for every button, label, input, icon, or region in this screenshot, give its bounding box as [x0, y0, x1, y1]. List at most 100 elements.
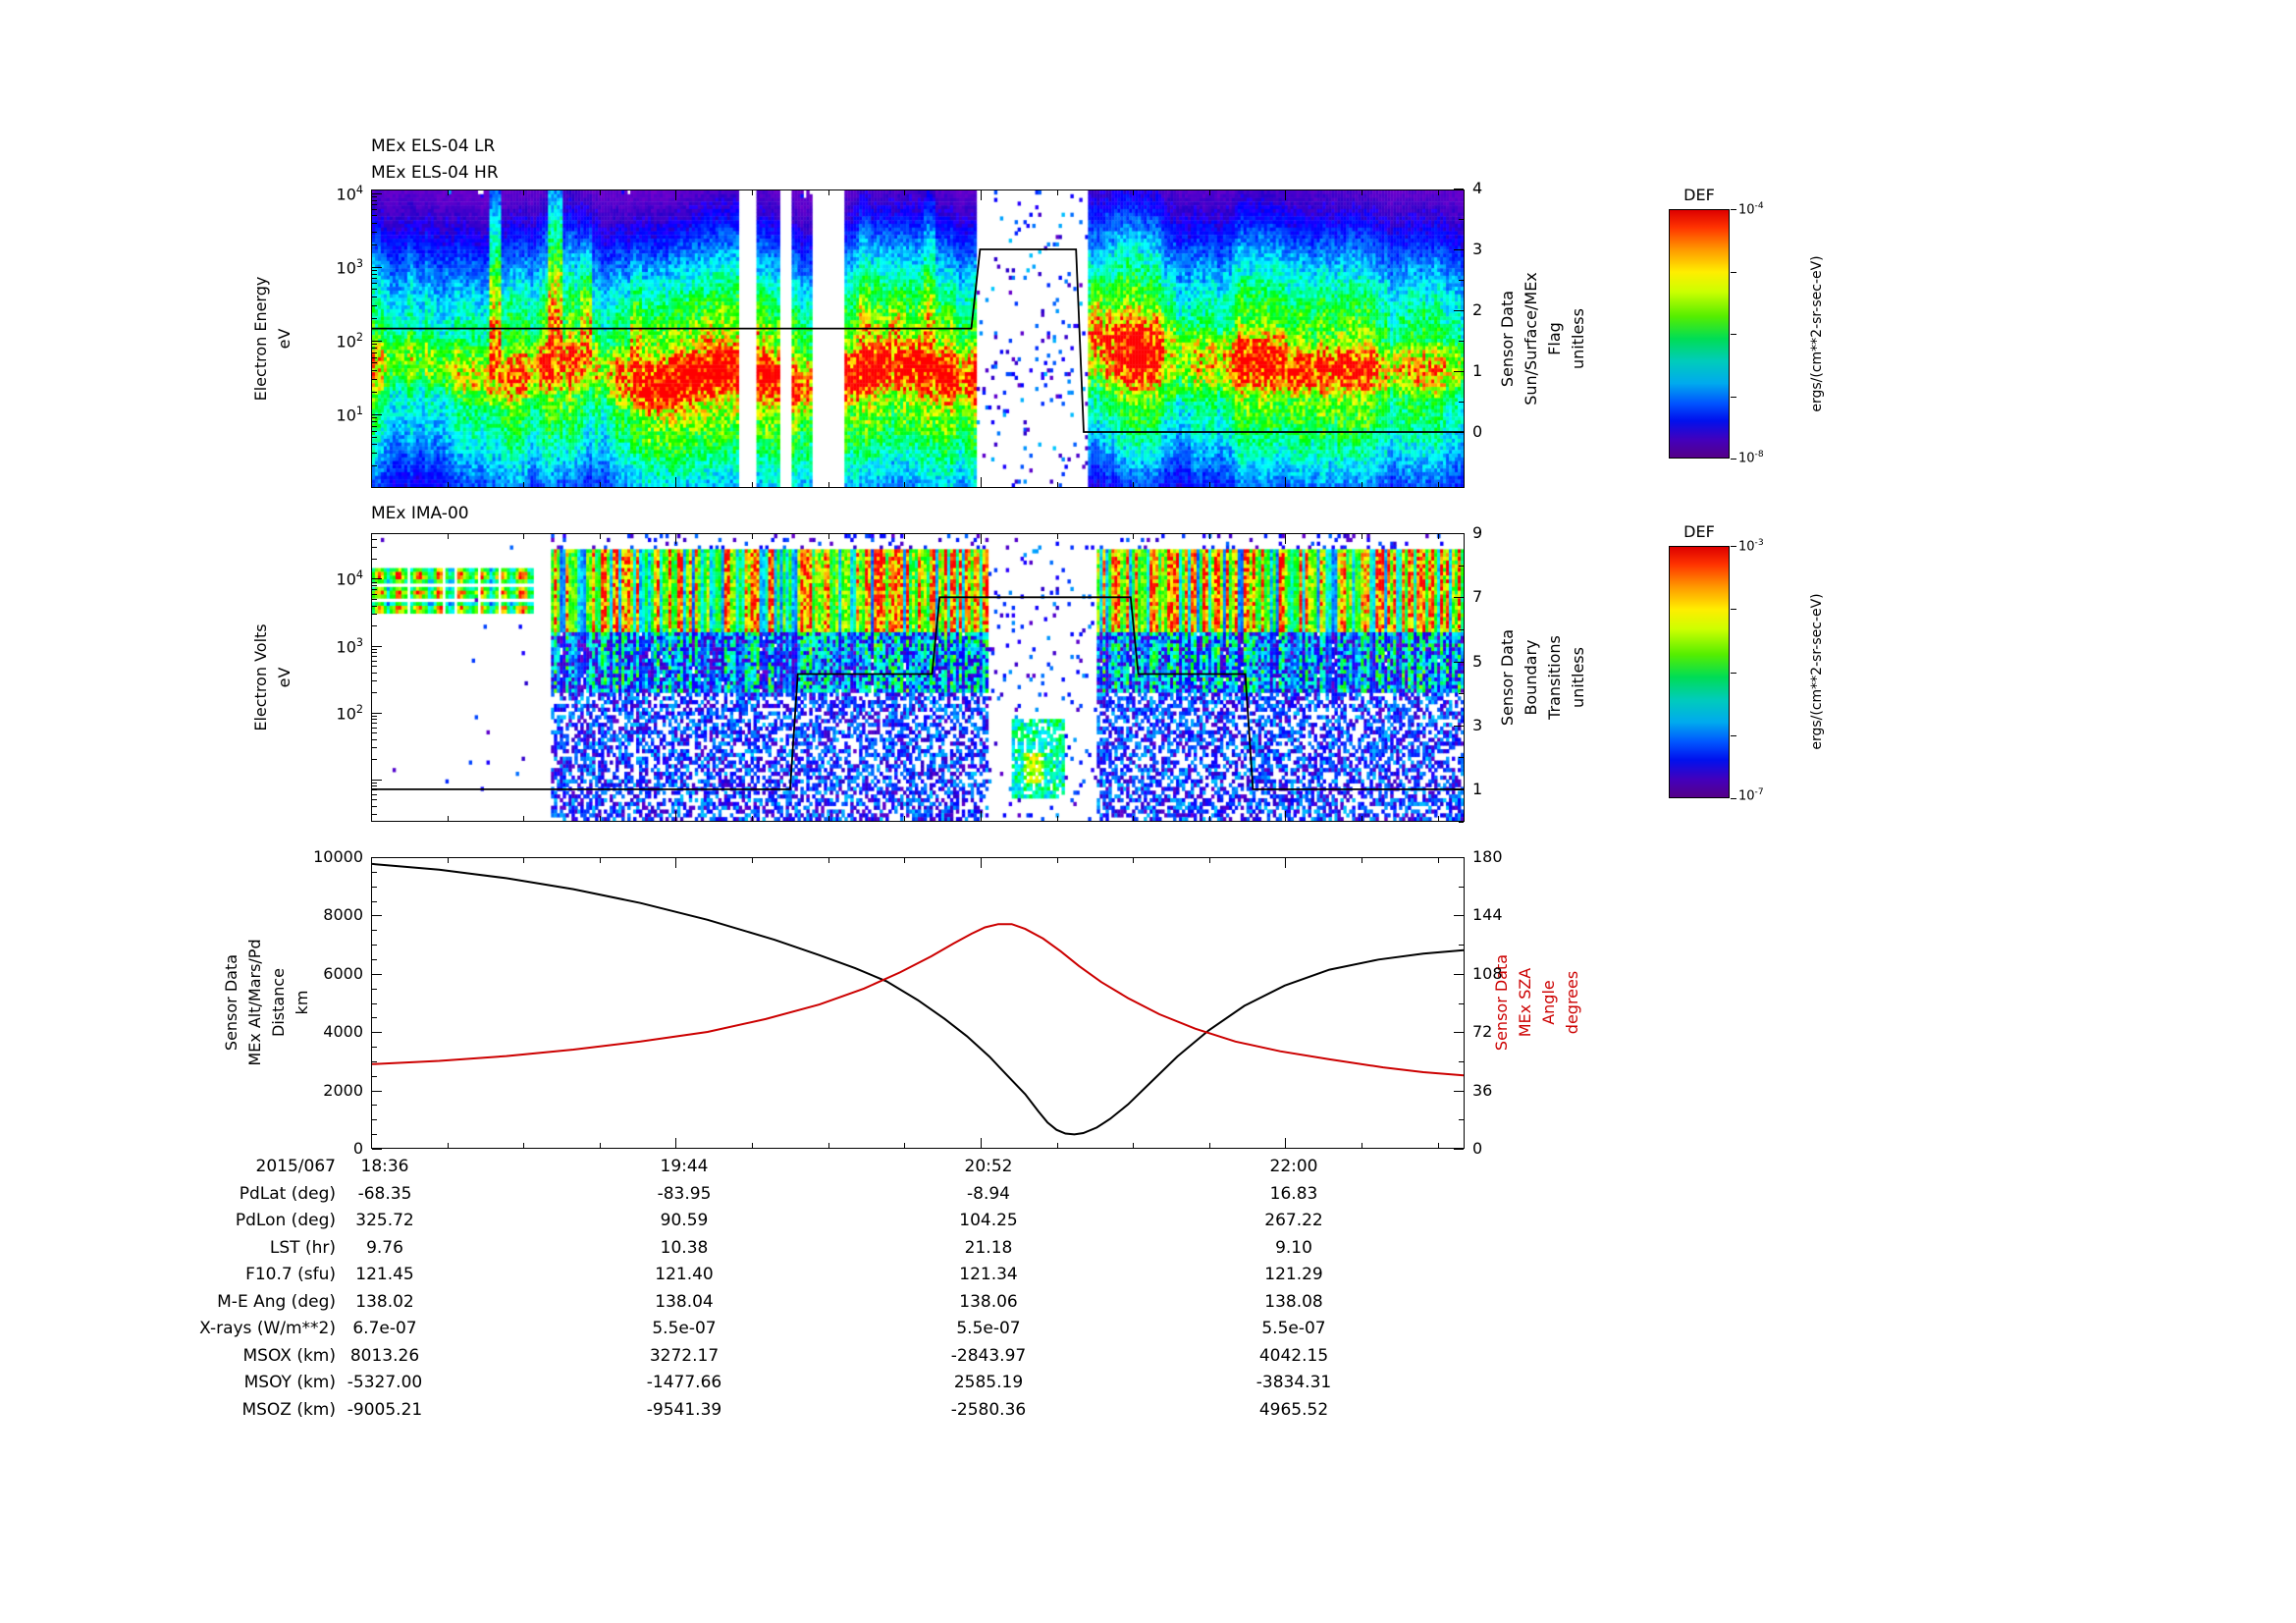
tick-mark	[372, 283, 377, 285]
table-cell: 5.5e-07	[652, 1319, 717, 1338]
els-flag-line-overlay	[372, 248, 1464, 433]
tick-mark	[371, 190, 372, 200]
tick-mark	[372, 200, 377, 202]
tick-mark	[1459, 1119, 1464, 1121]
altitude-sza-line-chart	[372, 862, 1464, 1136]
tick-mark	[372, 660, 377, 662]
els-colorbar	[1669, 209, 1730, 459]
els-ytick-label: 104	[336, 183, 363, 204]
table-cell: 2585.19	[953, 1373, 1024, 1392]
tick-mark	[372, 712, 382, 714]
tick-mark	[372, 1075, 377, 1077]
time-axis-tick-label: 18:36	[360, 1157, 409, 1176]
els-ytick-label: 102	[336, 330, 363, 352]
tick-mark	[904, 816, 906, 821]
tick-mark	[828, 816, 829, 821]
tick-mark	[675, 1138, 677, 1148]
els-ytick-label: 103	[336, 256, 363, 278]
table-cell: 325.72	[355, 1211, 414, 1230]
table-cell: 10.38	[660, 1237, 709, 1258]
tick-mark	[372, 782, 377, 784]
tick-mark	[372, 605, 377, 607]
tick-mark	[1454, 533, 1464, 535]
tick-mark	[599, 1143, 601, 1148]
tick-mark	[1454, 973, 1464, 975]
tick-mark	[372, 278, 377, 280]
tick-mark	[904, 534, 906, 539]
ima-title: MEx IMA-00	[371, 504, 469, 523]
tick-mark	[1459, 565, 1464, 567]
els-spectrogram-panel	[371, 189, 1465, 488]
tick-mark	[1208, 1143, 1210, 1148]
tick-mark	[1459, 757, 1464, 759]
table-row-label: MSOY (km)	[243, 1373, 336, 1392]
table-cell: 3272.17	[649, 1345, 720, 1366]
els-flag-tick-label: 4	[1472, 179, 1483, 197]
table-cell: 267.22	[1264, 1211, 1323, 1230]
ima-colorbar-min-label: 10-7	[1738, 787, 1764, 804]
tick-mark	[1459, 341, 1464, 342]
tick-mark	[372, 417, 377, 419]
tick-mark	[1454, 310, 1464, 311]
ima-boundary-tick-label: 9	[1472, 523, 1483, 543]
tick-mark	[1133, 858, 1135, 863]
table-cell: 138.02	[355, 1291, 414, 1312]
tick-mark	[828, 858, 829, 863]
tick-mark	[1459, 628, 1464, 630]
table-cell: 16.83	[1269, 1183, 1318, 1204]
tick-mark	[372, 1119, 377, 1121]
table-cell: -9541.39	[646, 1399, 722, 1420]
els-flag-tick-label: 2	[1472, 300, 1483, 319]
tick-mark	[371, 534, 372, 544]
tick-mark	[372, 648, 377, 650]
tick-mark	[1459, 1002, 1464, 1004]
tick-mark	[372, 352, 377, 353]
table-cell: 138.04	[655, 1291, 714, 1312]
tick-mark	[372, 723, 377, 725]
aux-left-tick-label: 8000	[323, 905, 363, 925]
tick-mark	[372, 413, 382, 415]
els-spectrogram-heatmap	[372, 190, 1464, 487]
tick-mark	[372, 289, 377, 291]
tick-mark	[1454, 857, 1464, 858]
table-cell: 4965.52	[1258, 1399, 1329, 1420]
tick-mark	[980, 477, 982, 487]
aux-left-tick-label: 2000	[323, 1080, 363, 1100]
tick-mark	[1454, 597, 1464, 599]
tick-mark	[1454, 915, 1464, 917]
tick-mark	[372, 1105, 377, 1107]
aux-right-tick-label: 180	[1472, 847, 1503, 866]
tick-mark	[372, 715, 377, 717]
tick-mark	[372, 274, 377, 276]
tick-mark	[1459, 219, 1464, 220]
table-cell: 138.08	[1264, 1291, 1323, 1312]
tick-mark	[980, 190, 982, 200]
tick-mark	[372, 656, 377, 658]
tick-mark	[675, 477, 677, 487]
els-colorbar-max-label: 10-4	[1738, 201, 1764, 218]
els-title-lr: MEx ELS-04 LR	[371, 136, 496, 156]
table-cell: 4042.15	[1258, 1345, 1329, 1366]
altitude-line	[372, 862, 1464, 1136]
tick-mark	[1459, 693, 1464, 695]
tick-mark	[371, 811, 372, 821]
tick-mark	[372, 973, 382, 975]
tick-mark	[1285, 858, 1287, 868]
tick-mark	[372, 430, 377, 432]
tick-mark	[1056, 1143, 1058, 1148]
tick-mark	[372, 759, 377, 761]
table-cell: 138.06	[959, 1291, 1018, 1312]
tick-mark	[372, 886, 377, 888]
ima-boundary-line-overlay	[372, 596, 1464, 790]
tick-mark	[523, 1143, 525, 1148]
table-cell: 121.34	[959, 1265, 1018, 1284]
tick-mark	[372, 204, 377, 206]
els-right-axis-title: Sensor Data Sun/Surface/MEx Flag unitles…	[1498, 272, 1587, 406]
table-cell: -1477.66	[646, 1373, 722, 1392]
tick-mark	[1459, 402, 1464, 403]
tick-mark	[1133, 482, 1135, 487]
table-cell: 121.45	[355, 1265, 414, 1284]
table-cell: -83.95	[657, 1183, 712, 1204]
tick-mark	[1454, 1149, 1464, 1150]
altitude-sza-panel	[371, 857, 1465, 1149]
